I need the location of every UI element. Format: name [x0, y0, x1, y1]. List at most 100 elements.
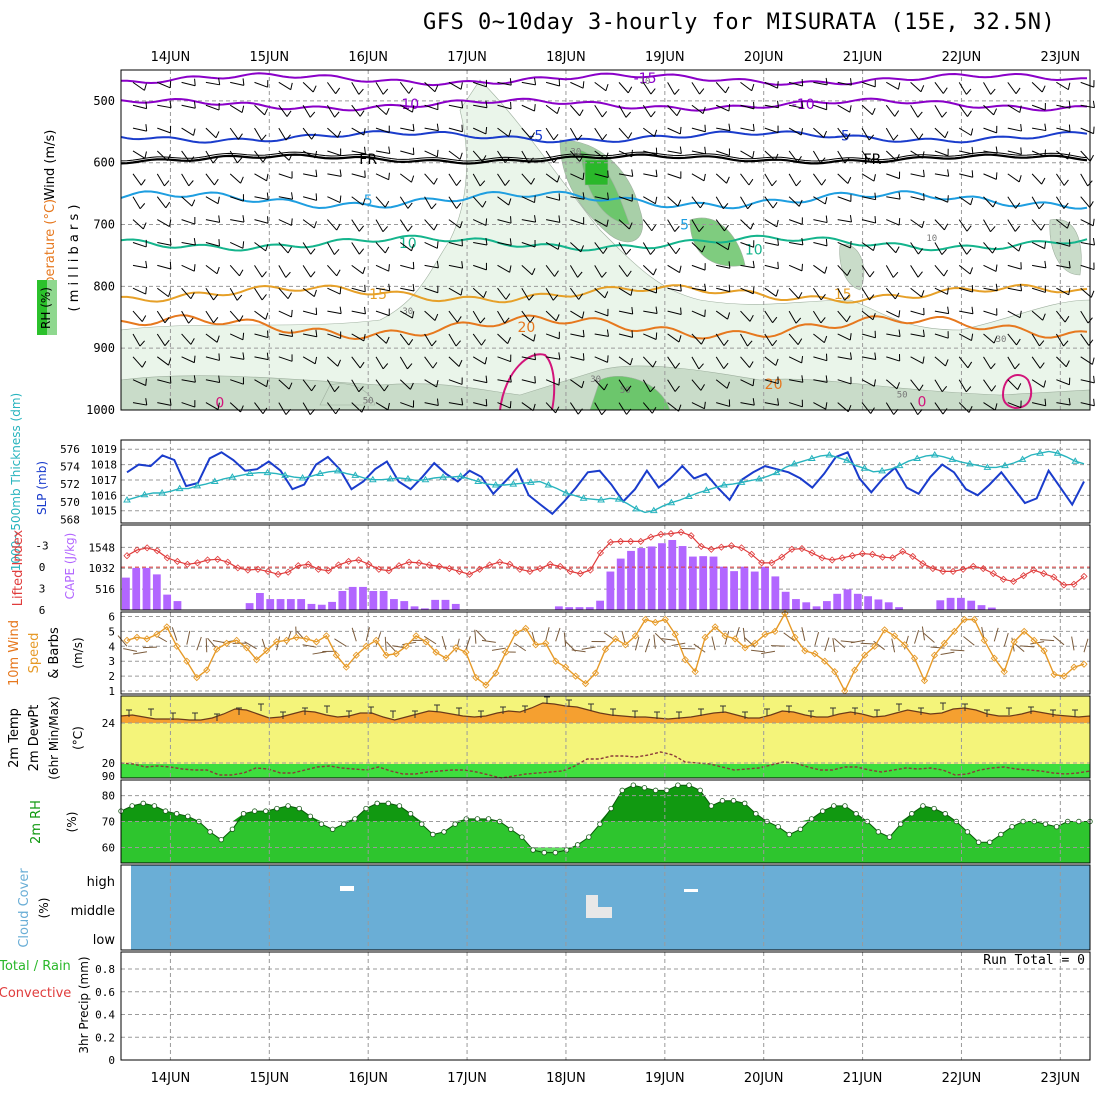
isotherm-label: 10 — [745, 242, 763, 258]
wind-barb-flag — [213, 178, 219, 186]
isotherm-line-5 — [120, 234, 1088, 252]
wind-barb — [740, 104, 755, 110]
rh-marker — [975, 839, 982, 845]
wind-barb — [1031, 287, 1046, 293]
wind-barb — [375, 150, 390, 154]
pressure-tick-label: 500 — [93, 94, 115, 108]
wind-barb — [230, 379, 244, 385]
wind-barb-flag — [408, 87, 414, 94]
wind-barb — [302, 242, 312, 255]
wind-barb — [594, 287, 606, 299]
wind-barb — [156, 173, 165, 187]
wind-barb — [181, 264, 195, 272]
wind-barb — [594, 173, 609, 178]
wind-barb — [254, 356, 269, 361]
wind-tick-label: 5 — [108, 625, 115, 638]
wind-barb — [400, 287, 415, 292]
wind-barb-flag — [845, 133, 851, 140]
cloud-cover-axis-label: Cloud Cover — [17, 868, 32, 948]
wind-barb-flag — [482, 155, 487, 162]
wind-barb — [934, 219, 945, 231]
wind-barb-flag — [871, 108, 876, 115]
wind-barb — [788, 310, 797, 324]
wind-barb — [254, 81, 268, 88]
wind-barb — [278, 150, 290, 161]
wind-barb — [885, 150, 897, 161]
rh-marker — [920, 803, 926, 809]
wind-barb — [740, 242, 754, 248]
wind-barb — [618, 127, 629, 139]
wind-barb-flag — [771, 180, 777, 187]
surface-wind-barb — [744, 637, 756, 648]
wind-barb — [740, 356, 750, 368]
wind-barb — [716, 150, 730, 156]
wind-barb-flag — [411, 244, 415, 251]
wind-barb-flag — [505, 293, 511, 300]
wind-barb-flag — [388, 264, 390, 272]
lifted-index-marker — [596, 549, 605, 557]
wind-barb — [618, 150, 632, 158]
wind-barb — [278, 81, 292, 91]
wind-barb-flag — [752, 378, 755, 386]
cape-bar — [967, 600, 976, 610]
wind-barb — [229, 127, 239, 140]
wind-barb — [837, 379, 852, 385]
wind-barb — [885, 402, 895, 415]
wind-barb — [375, 356, 384, 370]
wind-barb-flag — [967, 110, 972, 117]
wind-barb — [570, 104, 581, 117]
wind-barb-flag — [847, 405, 852, 412]
wind-barb-flag — [627, 86, 633, 94]
wind-barb-flag — [509, 78, 512, 86]
cape-bar — [627, 550, 635, 610]
wind-barb-flag — [631, 169, 634, 177]
wind-barb — [205, 287, 214, 301]
wind-barb — [910, 379, 920, 391]
cape-frame — [120, 524, 1091, 611]
wind-barb-flag — [315, 329, 318, 337]
wind-barb-flag — [723, 362, 729, 369]
wind-barb-flag — [481, 339, 486, 346]
wind-speed-marker — [1080, 660, 1088, 668]
wind-barb-flag — [314, 356, 318, 364]
wind-barb-flag — [650, 88, 656, 95]
wind-barb-flag — [850, 78, 852, 86]
thickness-series-line — [126, 450, 1085, 514]
wind-barb — [545, 402, 556, 414]
wind-barb — [983, 127, 997, 134]
wind-barb-flag — [869, 156, 875, 163]
surface-wind-barb — [465, 636, 471, 650]
wind-barb — [934, 333, 949, 339]
wind-barb — [910, 219, 923, 229]
wind-barb-flag — [362, 198, 366, 206]
wind-barb-flag — [1068, 398, 1071, 406]
wind-barb — [375, 310, 390, 317]
wind-barb-flag — [411, 311, 415, 319]
surface-wind-barb — [921, 626, 925, 641]
wind-barb — [351, 150, 366, 155]
wind-barb-flag — [921, 290, 925, 298]
wind-barb — [715, 356, 725, 369]
wind-barb — [205, 310, 214, 324]
wind-barb — [156, 333, 166, 346]
wind-barb-flag — [553, 156, 559, 164]
lifted-index-marker — [697, 542, 705, 550]
rh2m-axis-label: 2m RH — [29, 800, 44, 844]
wind-barb — [812, 173, 823, 186]
isotherm-label: 0 — [917, 394, 926, 410]
wind-barb-flag — [436, 241, 439, 249]
wind-barb — [837, 127, 847, 140]
wind-barb — [861, 150, 871, 163]
wind-barb-flag — [631, 149, 633, 157]
isotherm-label: -10 — [396, 97, 419, 113]
wind-barb — [400, 264, 414, 270]
wind-barb — [448, 379, 463, 385]
wind-barb-flag — [655, 306, 658, 314]
wind-barb — [545, 150, 555, 163]
cape-bar — [843, 589, 852, 610]
rh-marker — [942, 811, 948, 817]
wind-barb — [715, 379, 728, 389]
wind-barb — [667, 127, 681, 135]
wind-barb — [497, 356, 511, 363]
wind-barb-flag — [1093, 398, 1095, 406]
